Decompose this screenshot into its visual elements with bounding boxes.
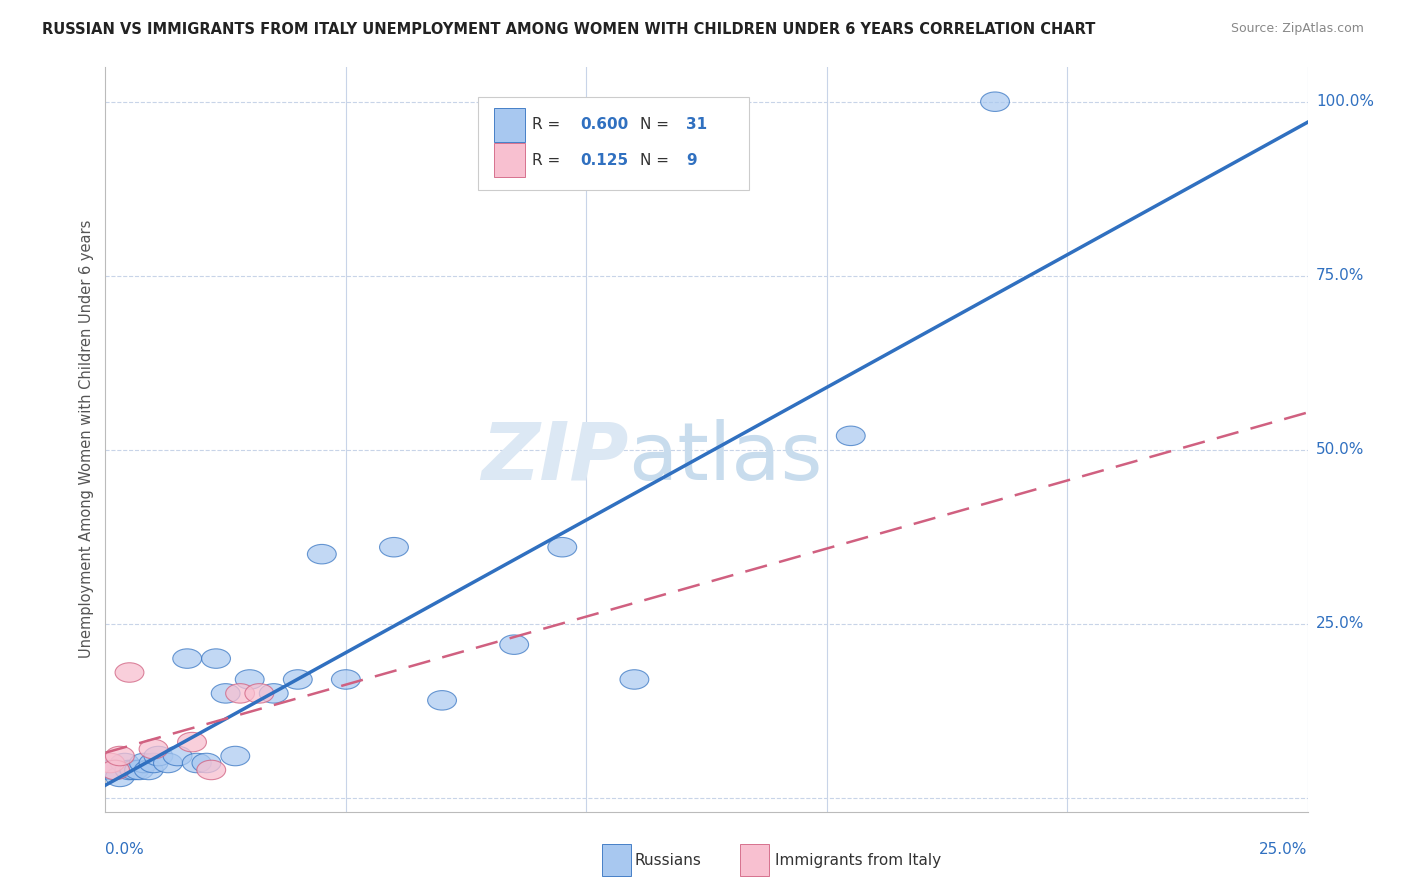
- Ellipse shape: [101, 760, 129, 780]
- Text: 0.600: 0.600: [581, 118, 628, 133]
- Ellipse shape: [548, 538, 576, 557]
- Y-axis label: Unemployment Among Women with Children Under 6 years: Unemployment Among Women with Children U…: [79, 220, 94, 658]
- Ellipse shape: [197, 760, 225, 780]
- Text: 9: 9: [686, 153, 697, 168]
- Ellipse shape: [201, 648, 231, 668]
- Ellipse shape: [143, 747, 173, 765]
- Text: 25.0%: 25.0%: [1316, 616, 1364, 632]
- Ellipse shape: [221, 747, 250, 765]
- Ellipse shape: [259, 683, 288, 703]
- Text: 0.125: 0.125: [581, 153, 628, 168]
- Text: ZIP: ZIP: [481, 419, 628, 497]
- FancyBboxPatch shape: [478, 96, 748, 190]
- FancyBboxPatch shape: [740, 845, 769, 876]
- Ellipse shape: [115, 760, 143, 780]
- Ellipse shape: [980, 92, 1010, 112]
- Ellipse shape: [193, 753, 221, 772]
- Ellipse shape: [284, 670, 312, 690]
- Ellipse shape: [499, 635, 529, 655]
- Text: R =: R =: [533, 153, 571, 168]
- Text: Immigrants from Italy: Immigrants from Italy: [775, 853, 941, 868]
- Ellipse shape: [129, 753, 159, 772]
- Ellipse shape: [837, 426, 865, 446]
- Text: 31: 31: [686, 118, 707, 133]
- Text: N =: N =: [640, 118, 675, 133]
- Ellipse shape: [245, 683, 274, 703]
- Ellipse shape: [163, 747, 193, 765]
- Ellipse shape: [177, 732, 207, 752]
- Ellipse shape: [96, 760, 125, 780]
- Text: 25.0%: 25.0%: [1260, 842, 1308, 857]
- Ellipse shape: [135, 760, 163, 780]
- Ellipse shape: [173, 648, 201, 668]
- Ellipse shape: [211, 683, 240, 703]
- Text: R =: R =: [533, 118, 565, 133]
- Ellipse shape: [235, 670, 264, 690]
- FancyBboxPatch shape: [494, 143, 524, 178]
- Text: N =: N =: [640, 153, 679, 168]
- Ellipse shape: [139, 753, 167, 772]
- Text: 0.0%: 0.0%: [105, 842, 145, 857]
- Ellipse shape: [105, 747, 135, 765]
- Ellipse shape: [105, 767, 135, 787]
- Text: 100.0%: 100.0%: [1316, 95, 1374, 109]
- Ellipse shape: [620, 670, 648, 690]
- Ellipse shape: [101, 760, 129, 780]
- Ellipse shape: [332, 670, 360, 690]
- Ellipse shape: [139, 739, 167, 759]
- Ellipse shape: [153, 753, 183, 772]
- Ellipse shape: [110, 753, 139, 772]
- Ellipse shape: [125, 760, 153, 780]
- Text: 75.0%: 75.0%: [1316, 268, 1364, 284]
- FancyBboxPatch shape: [602, 845, 631, 876]
- Ellipse shape: [115, 663, 143, 682]
- Ellipse shape: [308, 544, 336, 564]
- Text: atlas: atlas: [628, 419, 823, 497]
- Ellipse shape: [380, 538, 408, 557]
- Ellipse shape: [427, 690, 457, 710]
- Ellipse shape: [226, 683, 254, 703]
- Text: Russians: Russians: [634, 853, 702, 868]
- FancyBboxPatch shape: [494, 108, 524, 142]
- Ellipse shape: [120, 760, 149, 780]
- Ellipse shape: [96, 753, 125, 772]
- Text: Source: ZipAtlas.com: Source: ZipAtlas.com: [1230, 22, 1364, 36]
- Ellipse shape: [183, 753, 211, 772]
- Text: 50.0%: 50.0%: [1316, 442, 1364, 458]
- Text: RUSSIAN VS IMMIGRANTS FROM ITALY UNEMPLOYMENT AMONG WOMEN WITH CHILDREN UNDER 6 : RUSSIAN VS IMMIGRANTS FROM ITALY UNEMPLO…: [42, 22, 1095, 37]
